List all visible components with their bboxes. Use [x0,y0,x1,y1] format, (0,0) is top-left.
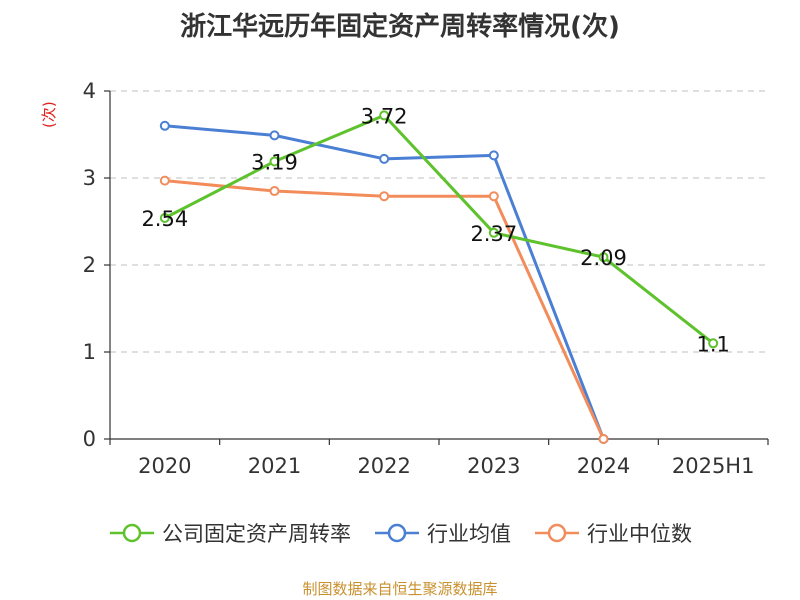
series-line [164,124,605,440]
legend-item-company[interactable]: 公司固定资产周转率 [108,518,351,548]
y-tick-label: 3 [83,166,96,190]
y-tick-label: 1 [83,340,96,364]
data-point [159,120,170,131]
data-point [379,191,390,202]
x-tick-label: 2025H1 [672,454,755,478]
legend-label: 公司固定资产周转率 [162,522,351,546]
data-label: 3.19 [251,150,298,174]
y-tick-label: 0 [83,427,96,451]
data-point [159,175,170,186]
chart-title: 浙江华远历年固定资产周转率情况(次) [180,12,620,42]
x-tick-label: 2021 [248,454,301,478]
series-line [164,113,715,345]
series-line [164,179,605,440]
legend-label: 行业均值 [427,522,511,546]
legend-label: 行业中位数 [587,522,692,546]
data-label: 1.1 [696,332,729,356]
data-point [159,213,170,224]
data-point [379,153,390,164]
legend-line-icon [375,523,419,543]
x-tick-label: 2024 [577,454,630,478]
data-label: 2.37 [470,222,517,246]
legend: 公司固定资产周转率 行业均值 行业中位数 [0,518,800,548]
data-label: 2.09 [580,246,627,270]
data-label: 3.72 [361,104,408,128]
data-point [269,156,280,167]
data-point [708,338,719,349]
x-tick-label: 2020 [138,454,191,478]
legend-item-industry-median[interactable]: 行业中位数 [533,518,692,548]
y-tick-label: 2 [83,253,96,277]
legend-item-industry-mean[interactable]: 行业均值 [373,518,511,548]
x-tick-label: 2023 [467,454,520,478]
legend-line-icon [110,523,154,543]
data-point [379,110,390,121]
data-source-note: 制图数据来自恒生聚源数据库 [302,580,498,598]
data-point [488,227,499,238]
x-tick-label: 2022 [357,454,410,478]
data-point [598,434,609,444]
data-point [488,191,499,202]
data-point [269,130,280,141]
legend-line-icon [535,523,579,543]
data-label: 2.54 [141,207,188,231]
data-point [488,150,499,161]
data-point [269,186,280,197]
data-point [598,252,609,263]
y-tick-label: 4 [83,79,96,103]
